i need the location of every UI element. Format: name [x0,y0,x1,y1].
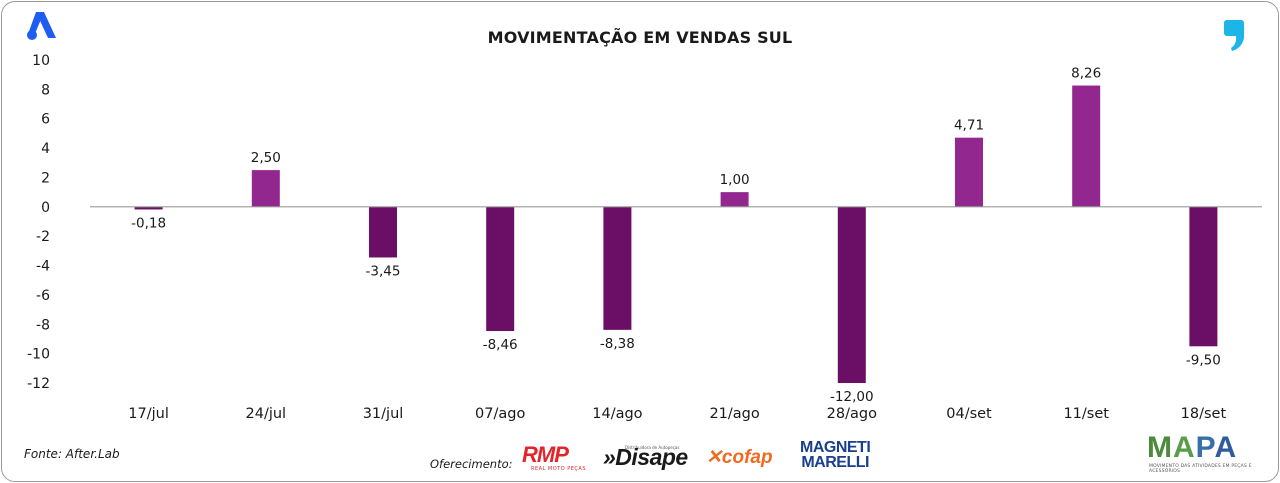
x-tick-label: 11/set [1063,406,1109,422]
disape-logo: »Disape [603,444,688,470]
x-tick-label: 31/jul [363,406,404,422]
data-label: 4,71 [954,118,984,134]
data-labels: -0,18 2,50 -3,45 -8,46 -8,38 1,00 -12,00 4,71 8,… [131,66,1221,405]
x-tick-label: 04/set [946,406,992,422]
x-tick-label: 18/set [1181,406,1227,422]
bar [369,206,397,258]
x-tick-label: 28/ago [827,406,877,422]
source-note: Fonte: After.Lab [24,447,120,461]
rmp-logo-subtitle: REAL MOTO PEÇAS [531,466,587,472]
y-tick-label: 0 [41,200,50,216]
x-axis-labels: 17/jul 24/jul 31/jul 07/ago 14/ago 21/ago 28/a… [128,406,1226,422]
data-label: 1,00 [720,172,750,188]
y-tick-label: 8 [41,82,50,98]
x-tick-label: 21/ago [709,406,759,422]
mapa-logo-subtitle: MOVIMENTO DAS ATIVIDADES EM PEÇAS E ACES… [1149,464,1252,474]
bar [1072,85,1101,207]
y-tick-label: -2 [36,229,50,245]
chart-title: MOVIMENTAÇÃO EM VENDAS SUL [487,28,793,47]
cofap-logo-text: cofap [721,447,773,468]
data-label: -12,00 [830,389,874,405]
y-tick-label: -8 [36,317,50,333]
disape-logo-subtitle: Distribuidora de Autopeças [625,445,680,450]
y-tick-label: 2 [41,170,50,186]
magneti-logo-line1: MAGNETI [800,439,871,456]
y-tick-label: 6 [41,112,50,128]
comma-logo-icon [1224,20,1244,51]
y-axis-ticks: 10 8 6 4 2 0 -2 -4 -6 -8 -10 -12 [27,53,50,392]
after-lab-logo-icon [27,12,56,40]
y-tick-label: -10 [27,347,50,363]
data-label: -0,18 [131,215,166,231]
bar [486,206,515,332]
x-tick-label: 07/ago [475,406,525,422]
bars [134,85,1218,383]
magneti-marelli-logo: MAGNETI MARELLI [800,439,871,471]
data-label: -8,38 [600,336,635,352]
y-tick-label: -6 [36,288,50,304]
rmp-logo: RMP [522,442,569,467]
mapa-logo: MAPA [1147,431,1238,464]
x-tick-label: 14/ago [592,406,642,422]
bar [955,137,983,207]
y-tick-label: -12 [27,376,50,392]
bar [251,170,280,207]
x-tick-label: 17/jul [128,406,169,422]
bar [1189,206,1218,347]
data-label: -3,45 [366,263,401,279]
bar [134,206,163,210]
x-tick-label: 24/jul [246,406,287,422]
sponsor-label: Oferecimento: [430,457,513,471]
magneti-logo-line2: MARELLI [801,454,869,471]
bar [603,206,632,330]
bar [837,206,866,383]
y-tick-label: -4 [36,259,50,275]
data-label: -8,46 [483,337,518,353]
y-tick-label: 10 [32,53,50,69]
bar [720,192,749,207]
data-label: 8,26 [1071,66,1101,82]
cofap-logo: ✕cofap [706,447,773,468]
data-label: -9,50 [1186,352,1221,368]
y-tick-label: 4 [41,141,50,157]
data-label: 2,50 [251,150,281,166]
